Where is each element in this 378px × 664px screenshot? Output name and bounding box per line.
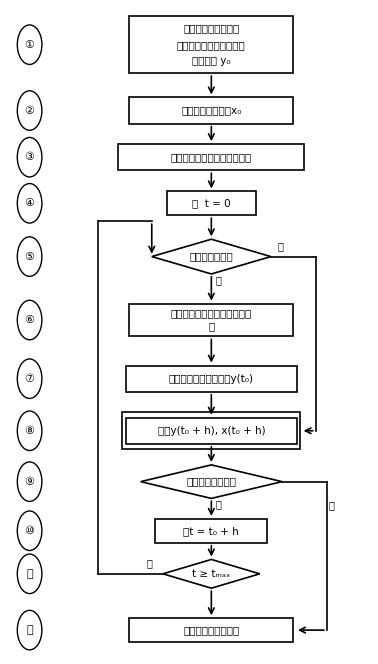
Text: 式: 式: [208, 321, 214, 331]
Text: t ≥ tₘₐₓ: t ≥ tₘₐₓ: [192, 569, 231, 579]
Text: ⑧: ⑧: [25, 426, 35, 436]
Polygon shape: [141, 465, 282, 499]
Text: 有无故障或操作: 有无故障或操作: [189, 252, 233, 262]
Circle shape: [17, 411, 42, 450]
Text: 判断系统是否稳定: 判断系统是否稳定: [186, 477, 236, 487]
Bar: [118, 144, 304, 171]
Text: ⑩: ⑩: [25, 526, 35, 536]
Text: 是: 是: [215, 275, 221, 285]
Text: ⑪: ⑪: [26, 569, 33, 579]
Circle shape: [17, 511, 42, 550]
Bar: [129, 98, 293, 124]
Text: 是: 是: [215, 499, 221, 509]
Text: 无: 无: [277, 241, 283, 251]
Polygon shape: [152, 239, 271, 274]
Bar: [129, 16, 293, 73]
Text: 输出计算结果并停止: 输出计算结果并停止: [183, 625, 240, 635]
Circle shape: [17, 237, 42, 276]
Text: ①: ①: [25, 40, 35, 50]
Text: 置t = t₀ + h: 置t = t₀ + h: [183, 526, 239, 536]
Text: 计算y(t₀ + h), x(t₀ + h): 计算y(t₀ + h), x(t₀ + h): [158, 426, 265, 436]
Circle shape: [17, 300, 42, 340]
Text: 否: 否: [328, 501, 334, 511]
Text: ⑦: ⑦: [25, 374, 35, 384]
Text: ⑨: ⑨: [25, 477, 35, 487]
Text: ⑫: ⑫: [26, 625, 33, 635]
Text: 输入原始数据和信息: 输入原始数据和信息: [183, 23, 240, 33]
Circle shape: [17, 183, 42, 223]
Text: 修改微分方程和网络代数方程: 修改微分方程和网络代数方程: [171, 309, 252, 319]
Polygon shape: [163, 560, 260, 588]
Text: 计算初值 y₀: 计算初值 y₀: [192, 56, 231, 66]
Circle shape: [17, 91, 42, 130]
Bar: [167, 191, 256, 215]
Bar: [155, 519, 267, 542]
Circle shape: [17, 359, 42, 398]
Text: 形成微分方程式和代数方程式: 形成微分方程式和代数方程式: [171, 152, 252, 162]
Text: ③: ③: [25, 152, 35, 162]
Circle shape: [17, 137, 42, 177]
Text: 置  t = 0: 置 t = 0: [192, 199, 231, 208]
Text: ⑥: ⑥: [25, 315, 35, 325]
Text: ⑤: ⑤: [25, 252, 35, 262]
Bar: [129, 303, 293, 337]
Circle shape: [17, 554, 42, 594]
Text: 否: 否: [147, 558, 153, 568]
Text: 解网络方程并重新计算y(t₀): 解网络方程并重新计算y(t₀): [169, 374, 254, 384]
Bar: [125, 418, 297, 444]
Circle shape: [17, 462, 42, 501]
Text: ④: ④: [25, 199, 35, 208]
Bar: [129, 618, 293, 642]
Bar: [125, 365, 297, 392]
Text: 计算状态变量初值x₀: 计算状态变量初值x₀: [181, 106, 242, 116]
Circle shape: [17, 610, 42, 650]
Bar: [122, 412, 301, 450]
Text: ②: ②: [25, 106, 35, 116]
Text: 扰动前系统的潮流计算并: 扰动前系统的潮流计算并: [177, 40, 246, 50]
Circle shape: [17, 25, 42, 64]
